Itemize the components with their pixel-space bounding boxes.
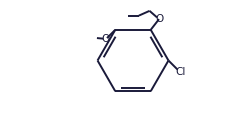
Text: Cl: Cl	[175, 67, 185, 77]
Text: O: O	[155, 14, 164, 24]
Text: O: O	[101, 34, 110, 44]
